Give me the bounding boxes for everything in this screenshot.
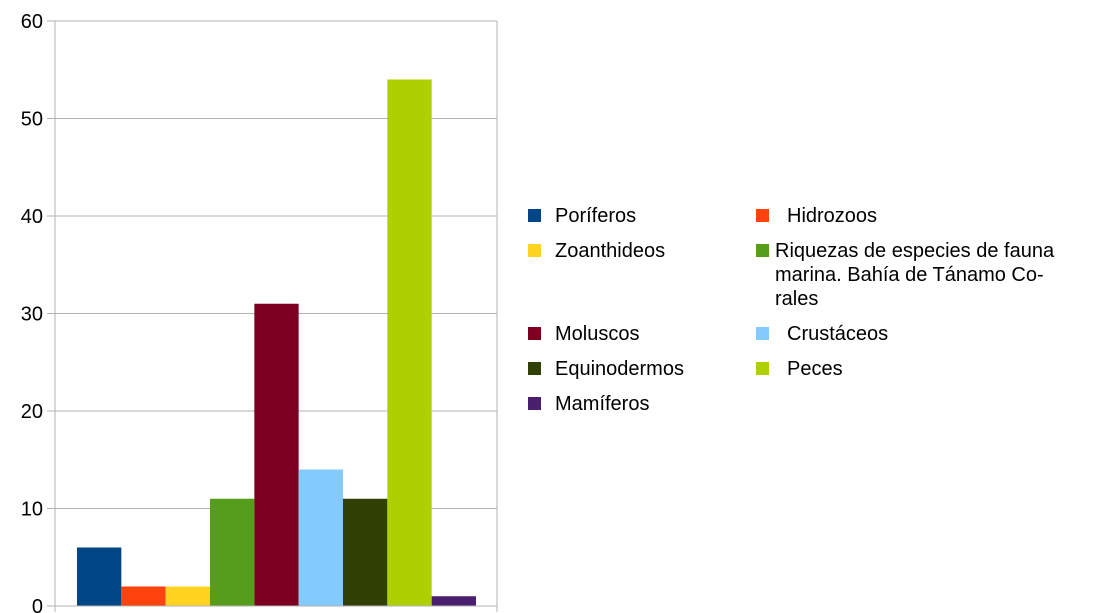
legend-item: Zoanthideos xyxy=(528,239,756,263)
legend-swatch xyxy=(756,209,769,222)
legend-item: Equinodermos xyxy=(528,357,756,381)
bar-zoanthideos xyxy=(165,586,210,606)
bar-moluscos xyxy=(254,303,299,606)
legend-item: Mamíferos xyxy=(528,392,756,416)
y-tick-label: 50 xyxy=(21,109,43,131)
y-tick-label: 30 xyxy=(21,304,43,326)
legend: Poríferos Hidrozoos Zoanthideos Riquezas de… xyxy=(528,204,1103,427)
legend-label: Hidrozoos xyxy=(787,205,878,227)
bar-crustaceos xyxy=(298,469,343,606)
y-tick-label: 40 xyxy=(21,206,43,228)
legend-row: Moluscos Crustáceos xyxy=(528,322,1103,346)
legend-label: Moluscos xyxy=(555,323,640,345)
legend-label-line: rales xyxy=(775,288,819,310)
legend-label: Equinodermos xyxy=(555,358,684,380)
legend-swatch xyxy=(528,244,541,257)
legend-label-line: marina. Bahía de Tánamo Co- xyxy=(775,264,1044,286)
y-tick-label: 0 xyxy=(32,596,43,613)
legend-item: Moluscos xyxy=(528,322,756,346)
legend-item: Poríferos xyxy=(528,204,756,228)
bars xyxy=(77,79,476,606)
legend-row: Zoanthideos Riquezas de especies de fauna… xyxy=(528,239,1103,311)
legend-label: Poríferos xyxy=(555,205,637,227)
bar-hidrozoos xyxy=(121,586,166,606)
y-tick-label: 10 xyxy=(21,499,43,521)
legend-row: Equinodermos Peces xyxy=(528,357,1103,381)
legend-label: Riquezas de especies de fauna marina. Bah… xyxy=(775,239,1054,311)
legend-swatch xyxy=(528,209,541,222)
legend-item: Hidrozoos xyxy=(756,204,1103,228)
legend-label: Mamíferos xyxy=(555,393,650,415)
legend-label: Crustáceos xyxy=(787,323,889,345)
legend-item: Crustáceos xyxy=(756,322,1103,346)
legend-item: Peces xyxy=(756,357,1103,381)
y-axis-ticks: 0 10 20 30 40 50 60 xyxy=(21,11,43,613)
legend-swatch xyxy=(756,327,769,340)
legend-swatch xyxy=(528,397,541,410)
legend-label-line: Riquezas de especies de fauna xyxy=(775,240,1055,262)
legend-swatch xyxy=(756,244,769,257)
legend-swatch xyxy=(528,362,541,375)
bar-equinodermos xyxy=(343,498,388,606)
bar-riquezas-de-especies-de-fauna- xyxy=(210,498,255,606)
legend-row: Mamíferos xyxy=(528,392,1103,416)
bar-mamiferos xyxy=(431,596,476,606)
bar-poriferos xyxy=(77,547,122,606)
legend-swatch xyxy=(528,327,541,340)
legend-swatch xyxy=(756,362,769,375)
legend-item: Riquezas de especies de fauna marina. Bah… xyxy=(756,239,1103,311)
legend-label: Zoanthideos xyxy=(555,240,666,262)
y-tick-label: 20 xyxy=(21,401,43,423)
legend-row: Poríferos Hidrozoos xyxy=(528,204,1103,228)
axes xyxy=(47,21,498,612)
bar-peces xyxy=(387,79,432,606)
y-tick-label: 60 xyxy=(21,11,43,33)
legend-label: Peces xyxy=(787,358,843,380)
